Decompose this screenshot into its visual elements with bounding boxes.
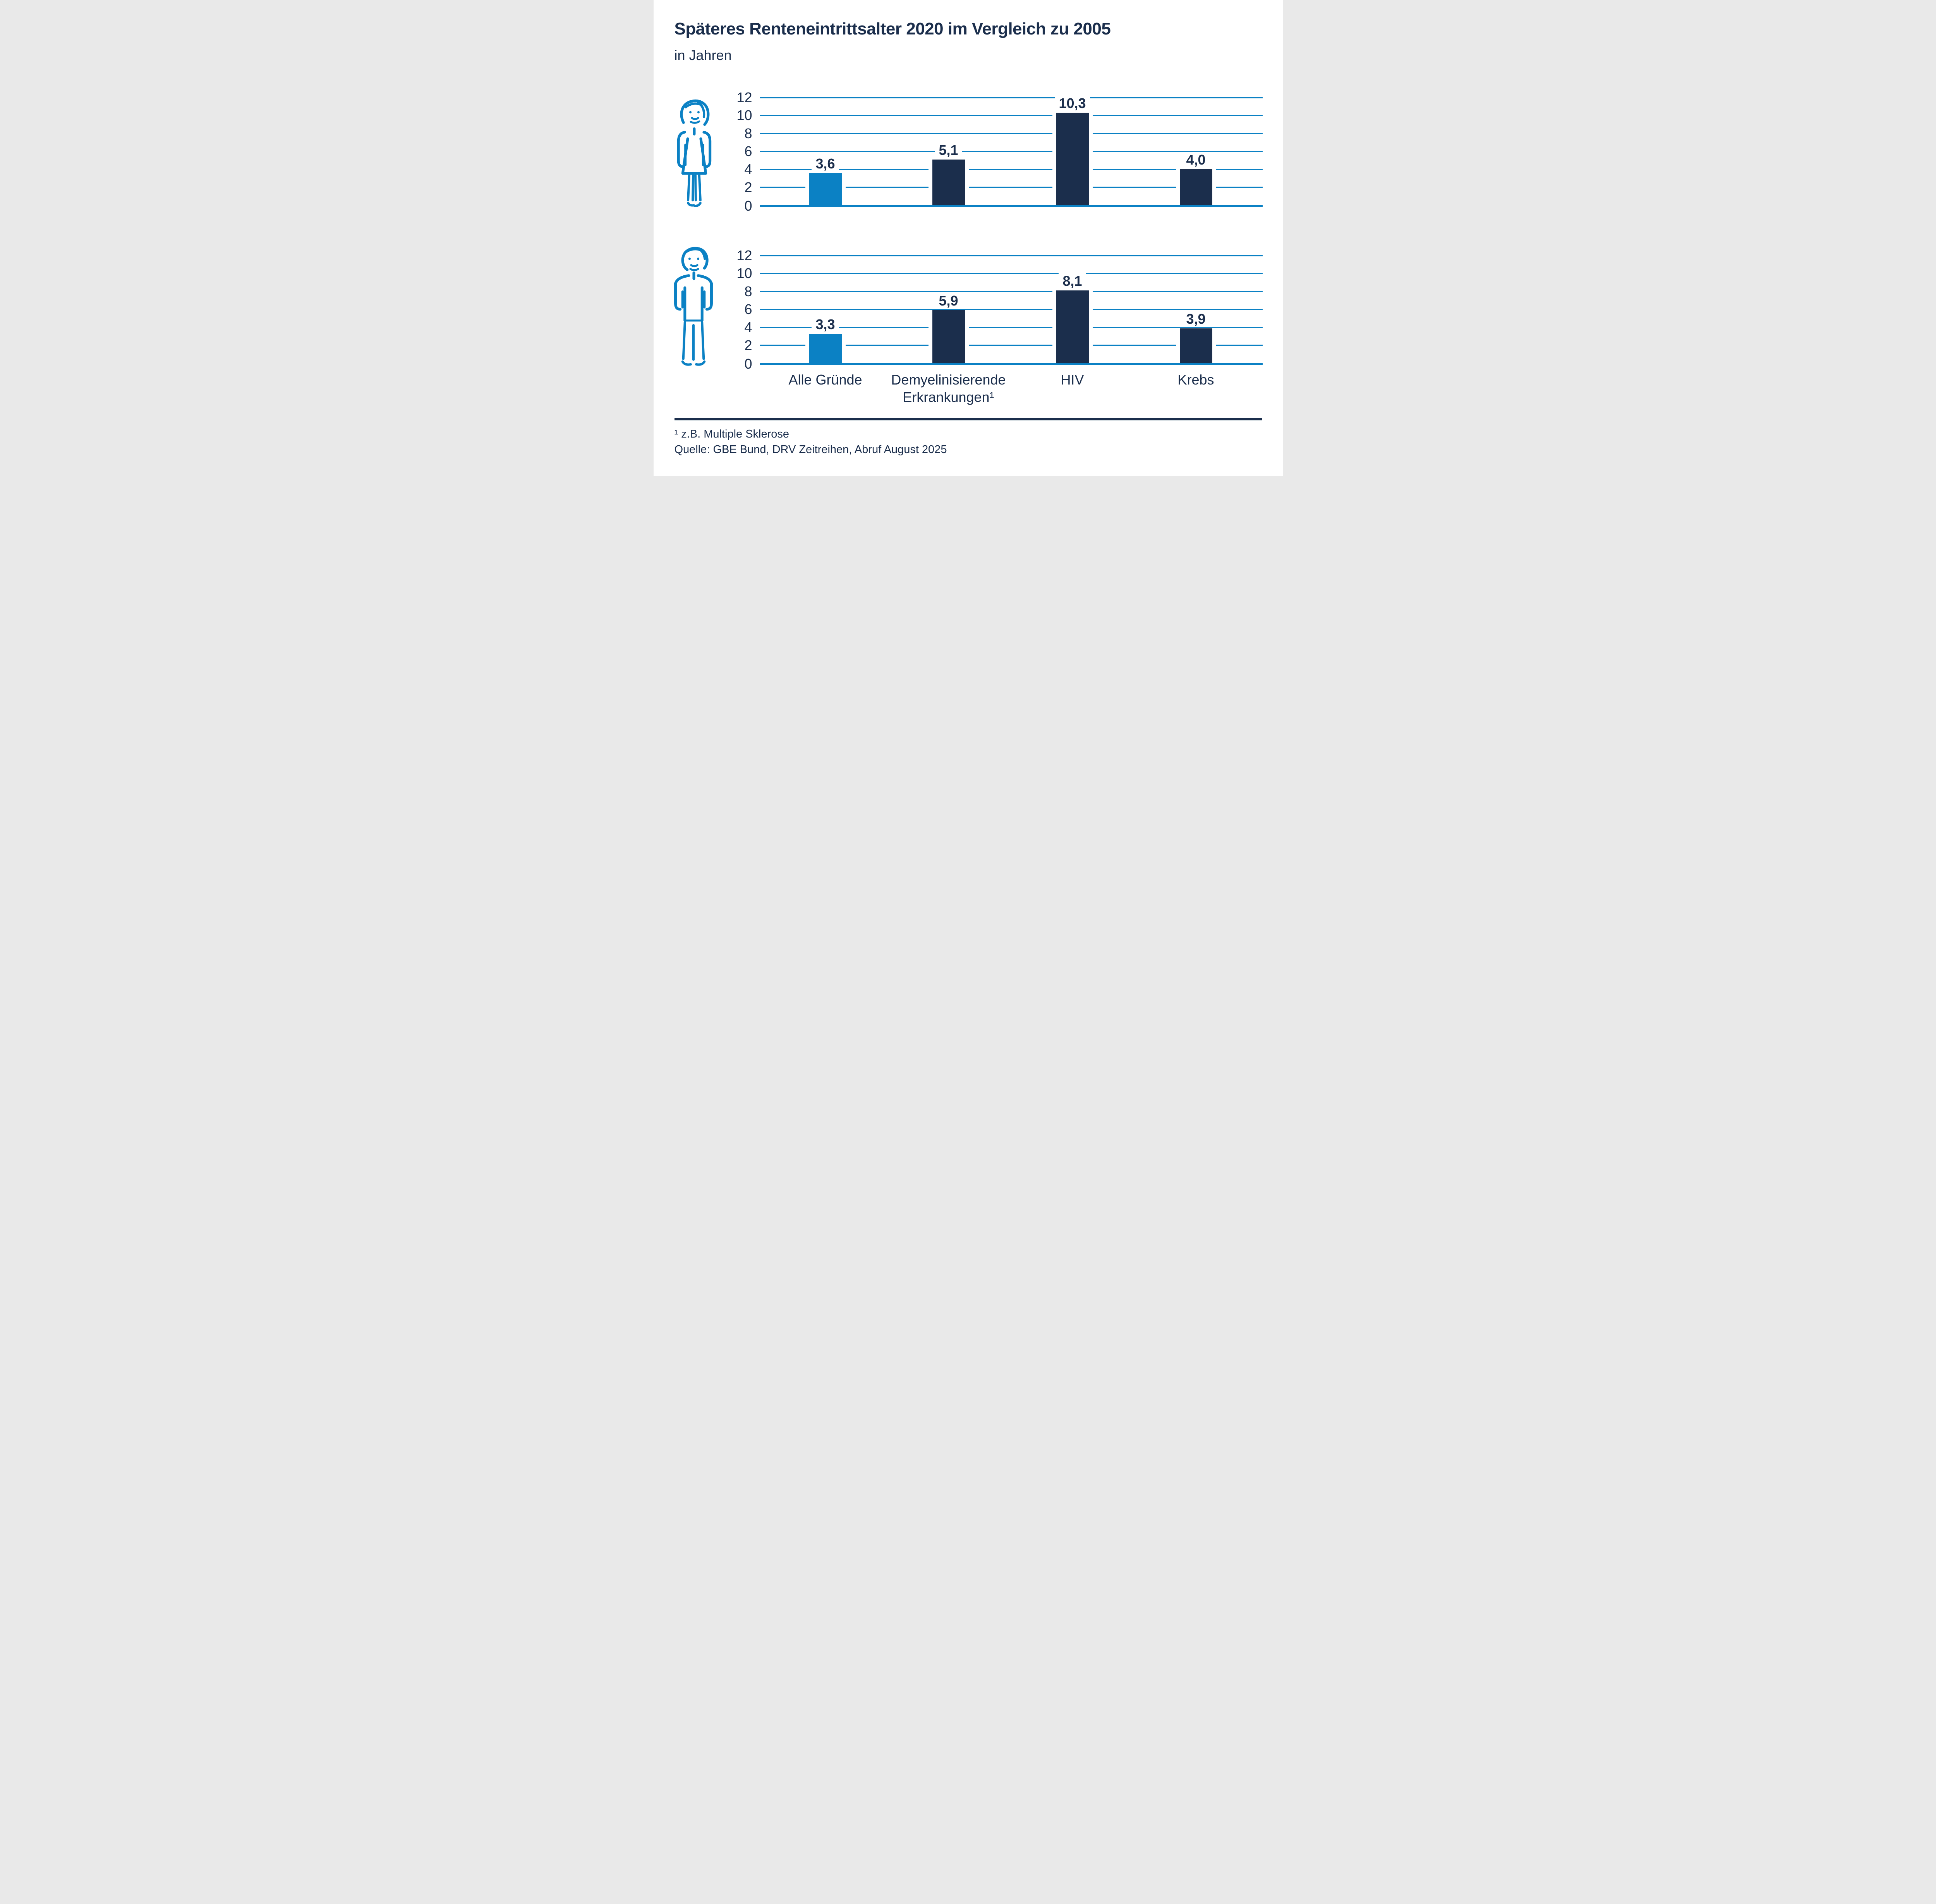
footnote: ¹ z.B. Multiple Sklerose — [674, 428, 790, 440]
value-label-text: 10,3 — [1055, 95, 1090, 111]
gridline-12 — [760, 255, 1263, 256]
y-tick-label: 2 — [744, 337, 752, 353]
footer: ¹ z.B. Multiple Sklerose Quelle: GBE Bun… — [675, 426, 947, 457]
category-label: Alle Gründe — [788, 372, 862, 388]
infographic-page: Späteres Renteneintrittsalter 2020 im Ve… — [653, 0, 1283, 476]
x-axis-baseline — [760, 205, 1263, 207]
woman-icon — [675, 98, 714, 209]
y-tick-label: 8 — [744, 125, 752, 141]
value-label: 8,1 — [1034, 273, 1111, 290]
bar-krebs — [1176, 328, 1216, 363]
bar-hiv — [1052, 113, 1093, 205]
gridline-4 — [760, 169, 1263, 170]
man-icon — [673, 246, 714, 369]
gridline-10 — [760, 115, 1263, 116]
gridline-2 — [760, 187, 1263, 188]
value-label-text: 8,1 — [1059, 273, 1086, 289]
bar-demyelinisierende-erkrankungen- — [928, 160, 969, 205]
page-subtitle: in Jahren — [674, 47, 732, 63]
footer-divider — [674, 418, 1262, 421]
gridline-8 — [760, 291, 1263, 292]
bar-alle-gr-nde — [805, 173, 846, 205]
bar-hiv — [1052, 290, 1093, 363]
y-tick-label: 10 — [736, 107, 752, 123]
value-label-text: 3,9 — [1182, 311, 1210, 327]
value-label: 10,3 — [1034, 95, 1111, 112]
bar-krebs — [1176, 169, 1216, 205]
value-label: 4,0 — [1157, 151, 1235, 168]
category-label: HIV — [1061, 372, 1084, 388]
y-tick-label: 4 — [744, 161, 752, 177]
page-title: Späteres Renteneintrittsalter 2020 im Ve… — [674, 19, 1111, 38]
y-tick-label: 6 — [744, 301, 752, 317]
gridline-4 — [760, 327, 1263, 328]
y-tick-label: 2 — [744, 179, 752, 195]
gridline-10 — [760, 273, 1263, 274]
bar-demyelinisierende-erkrankungen- — [928, 310, 969, 363]
value-label-text: 3,3 — [812, 316, 839, 332]
y-tick-label: 12 — [736, 89, 752, 105]
value-label-text: 5,1 — [935, 142, 962, 158]
gridline-8 — [760, 133, 1263, 134]
y-tick-label: 10 — [736, 265, 752, 281]
x-axis-baseline — [760, 363, 1263, 365]
value-label: 3,3 — [787, 316, 864, 333]
category-label: Demyelinisierende Erkrankungen¹ — [891, 372, 1006, 405]
y-tick-label: 0 — [744, 198, 752, 214]
value-label: 5,1 — [910, 142, 987, 159]
y-tick-label: 0 — [744, 356, 752, 372]
value-label: 5,9 — [910, 292, 987, 309]
value-label-text: 5,9 — [935, 293, 962, 309]
value-label-text: 4,0 — [1182, 152, 1210, 168]
bar-alle-gr-nde — [805, 334, 846, 363]
gridline-6 — [760, 151, 1263, 152]
charts-area: 3,6 5,1 10,3 4,0 0 2 4 6 8 10 12 3,3 5,9 8,1 3,9 0 2 4 6 8 1… — [654, 0, 1283, 476]
y-tick-label: 12 — [736, 247, 752, 263]
y-tick-label: 4 — [744, 319, 752, 335]
y-tick-label: 6 — [744, 143, 752, 159]
gridline-2 — [760, 345, 1263, 346]
category-label: Krebs — [1177, 372, 1214, 388]
y-tick-label: 8 — [744, 283, 752, 299]
value-label: 3,6 — [787, 155, 864, 172]
source-note: Quelle: GBE Bund, DRV Zeitreihen, Abruf … — [674, 443, 947, 456]
value-label-text: 3,6 — [812, 156, 839, 172]
gridline-6 — [760, 309, 1263, 310]
gridline-12 — [760, 97, 1263, 98]
value-label: 3,9 — [1157, 311, 1235, 328]
